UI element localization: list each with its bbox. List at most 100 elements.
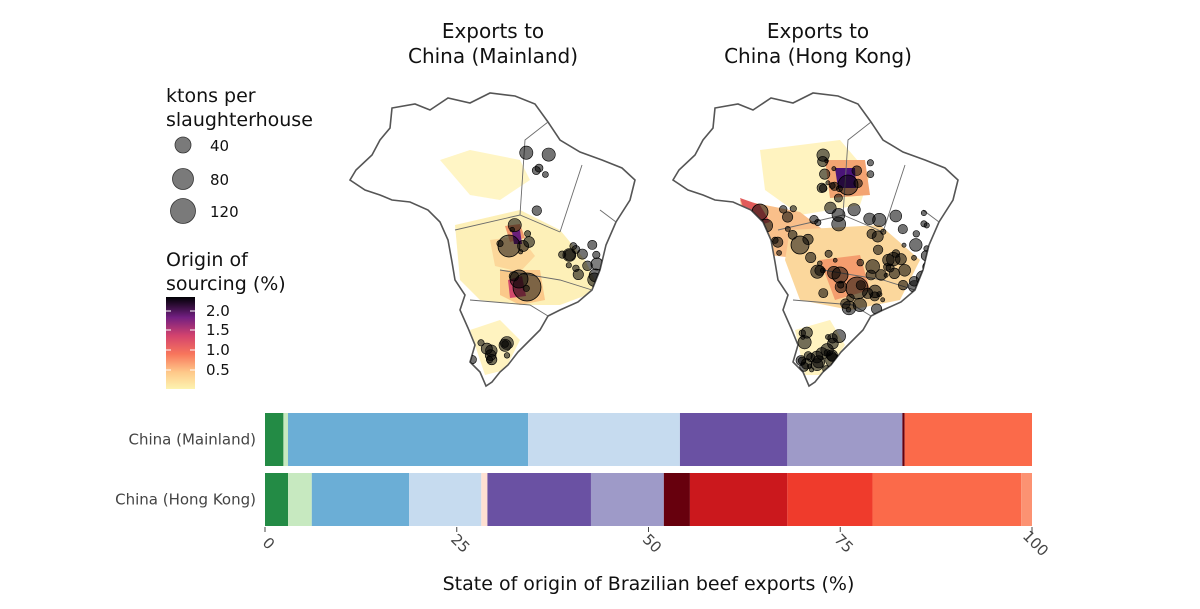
left-map-title-line2: China (Mainland) [408,44,578,68]
slaughterhouse-bubble [519,145,534,160]
x-axis-title: State of origin of Brazilian beef export… [443,573,855,595]
slaughterhouse-bubble [897,280,909,291]
bar-segment [689,473,788,526]
size-legend-title-line2: slaughterhouse [166,109,313,131]
slaughterhouse-bubble [809,367,815,373]
slaughterhouse-bubble [818,184,828,193]
color-legend-gradient-bar [166,297,195,389]
size-legend-label-40: 40 [210,137,229,155]
bar-segment [787,473,873,526]
x-tick-label: 75 [831,530,857,556]
slaughterhouse-bubble [587,239,598,250]
bar-segment [872,473,1022,526]
size-legend-circle-80 [172,168,194,190]
slaughterhouse-bubble [920,210,927,217]
slaughterhouse-bubble [871,303,883,315]
slaughterhouse-bubble [909,238,923,252]
slaughterhouse-bubble [782,211,794,223]
slaughterhouse-bubble [901,242,907,248]
color-legend-title-line1: Origin of [166,249,249,271]
slaughterhouse-bubble [918,280,926,287]
x-tick-label: 0 [259,534,278,553]
slaughterhouse-bubble [837,174,859,196]
slaughterhouse-bubble [840,298,851,309]
slaughterhouse-bubble [872,244,884,255]
map-china-hong-kong [671,92,959,388]
slaughterhouse-bubble [865,259,880,274]
slaughterhouse-bubble [812,355,826,369]
slaughterhouse-bubble [831,364,839,372]
bar-segment [663,473,690,526]
slaughterhouse-bubble [534,163,544,173]
slaughterhouse-bubble [509,269,529,289]
slaughterhouse-bubble [831,266,849,284]
slaughterhouse-bubble [871,230,884,243]
slaughterhouse-bubble [818,288,829,298]
slaughterhouse-bubble [477,339,485,347]
left-map-title-line1: Exports to [442,19,544,43]
slaughterhouse-bubble [776,250,782,256]
slaughterhouse-bubble [789,205,797,213]
slaughterhouse-bubble [497,234,521,258]
slaughterhouse-bubble [531,205,542,216]
slaughterhouse-bubble [832,257,838,263]
bar-segment [679,413,788,466]
right-map-title-line1: Exports to [767,19,869,43]
slaughterhouse-bubble [507,218,522,232]
bar-segment [902,413,905,466]
category-label: China (Mainland) [128,431,256,449]
bar-segment [787,413,903,466]
slaughterhouse-bubble [898,264,911,277]
slaughterhouse-bubble [856,258,864,267]
slaughterhouse-bubble [888,267,901,280]
slaughterhouse-bubble [800,358,813,370]
slaughterhouse-bubble [863,212,876,225]
slaughterhouse-bubble [920,220,928,228]
slaughterhouse-bubble [876,291,883,298]
slaughterhouse-bubble [880,228,887,235]
slaughterhouse-bubble [772,236,784,248]
bar-segment [904,413,1032,466]
slaughterhouse-bubble [503,352,511,359]
bar-segment [265,473,289,526]
slaughterhouse-bubble [831,166,837,172]
slaughterhouse-bubble [572,264,580,272]
category-label: China (Hong Kong) [115,491,256,509]
slaughterhouse-bubble [866,159,874,167]
slaughterhouse-bubble [486,356,494,364]
bar-segment [1021,473,1032,526]
size-legend-circle-120 [170,198,196,224]
slaughterhouse-bubble [467,355,477,365]
slaughterhouse-bubble [805,252,817,264]
color-legend-tick-1.5: 1.5 [206,321,230,339]
slaughterhouse-bubble [834,193,843,203]
slaughterhouse-bubble [524,230,531,238]
slaughterhouse-bubble [823,349,831,357]
slaughterhouse-bubble [480,342,493,355]
slaughterhouse-bubble [817,260,823,266]
slaughterhouse-bubble [565,262,572,269]
slaughterhouse-bubble [809,215,819,225]
size-legend: ktons per slaughterhouse 40 80 120 [166,85,313,224]
bar-segment [283,413,289,466]
right-map-title-line2: China (Hong Kong) [724,44,912,68]
slaughterhouse-bubble [880,297,886,303]
slaughterhouse-bubble [541,147,556,162]
bar-segment [487,473,591,526]
map-china-mainland [348,92,636,388]
color-legend-tick-1.0: 1.0 [206,341,230,359]
slaughterhouse-bubble [819,168,831,180]
slaughterhouse-bubble [895,253,907,265]
slaughterhouse-bubble [827,333,838,344]
slaughterhouse-bubble [921,275,928,283]
slaughterhouse-bubble [779,205,788,214]
bar-segment [265,413,284,466]
slaughterhouse-bubble [820,267,826,274]
slaughterhouse-bubble [882,253,895,267]
slaughterhouse-bubble [825,180,831,186]
slaughterhouse-bubble [800,334,806,340]
x-tick-label: 100 [1019,527,1052,560]
slaughterhouse-bubble [831,208,846,222]
slaughterhouse-bubble [889,209,902,223]
